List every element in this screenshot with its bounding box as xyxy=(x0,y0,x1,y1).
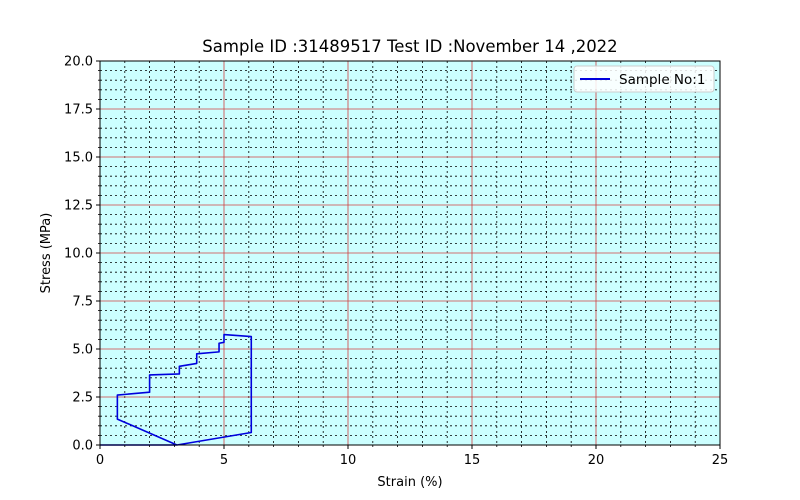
x-tick-label: 5 xyxy=(220,453,228,468)
y-tick-label: 5.0 xyxy=(72,343,93,358)
legend-box xyxy=(573,65,715,93)
series-line xyxy=(100,333,253,446)
y-tick-label: 12.5 xyxy=(64,199,93,214)
y-tick-label: 2.5 xyxy=(72,391,93,406)
plot-area: 0 5 10 15 20 25 0.0 2.5 5.0 7.5 10.0 12.5 15.0 17.5 20… xyxy=(64,55,728,469)
y-axis-label: Stress (MPa) xyxy=(39,213,54,294)
legend-label: Sample No:1 xyxy=(619,72,705,88)
y-tick-label: 0.0 xyxy=(72,439,93,454)
y-tick-label: 15.0 xyxy=(64,151,93,166)
x-axis-label: Strain (%) xyxy=(377,475,442,490)
y-tick-label: 20.0 xyxy=(64,55,93,70)
y-tick-label: 7.5 xyxy=(72,295,93,310)
y-tick-label: 17.5 xyxy=(64,103,93,118)
x-tick-label: 20 xyxy=(588,453,605,468)
chart-title: Sample ID :31489517 Test ID :November 14… xyxy=(202,37,617,56)
y-tick-label: 10.0 xyxy=(64,247,93,262)
x-tick-label: 25 xyxy=(712,453,729,468)
x-tick-label: 10 xyxy=(340,453,357,468)
x-tick-label: 15 xyxy=(464,453,481,468)
x-tick-label: 0 xyxy=(96,453,104,468)
